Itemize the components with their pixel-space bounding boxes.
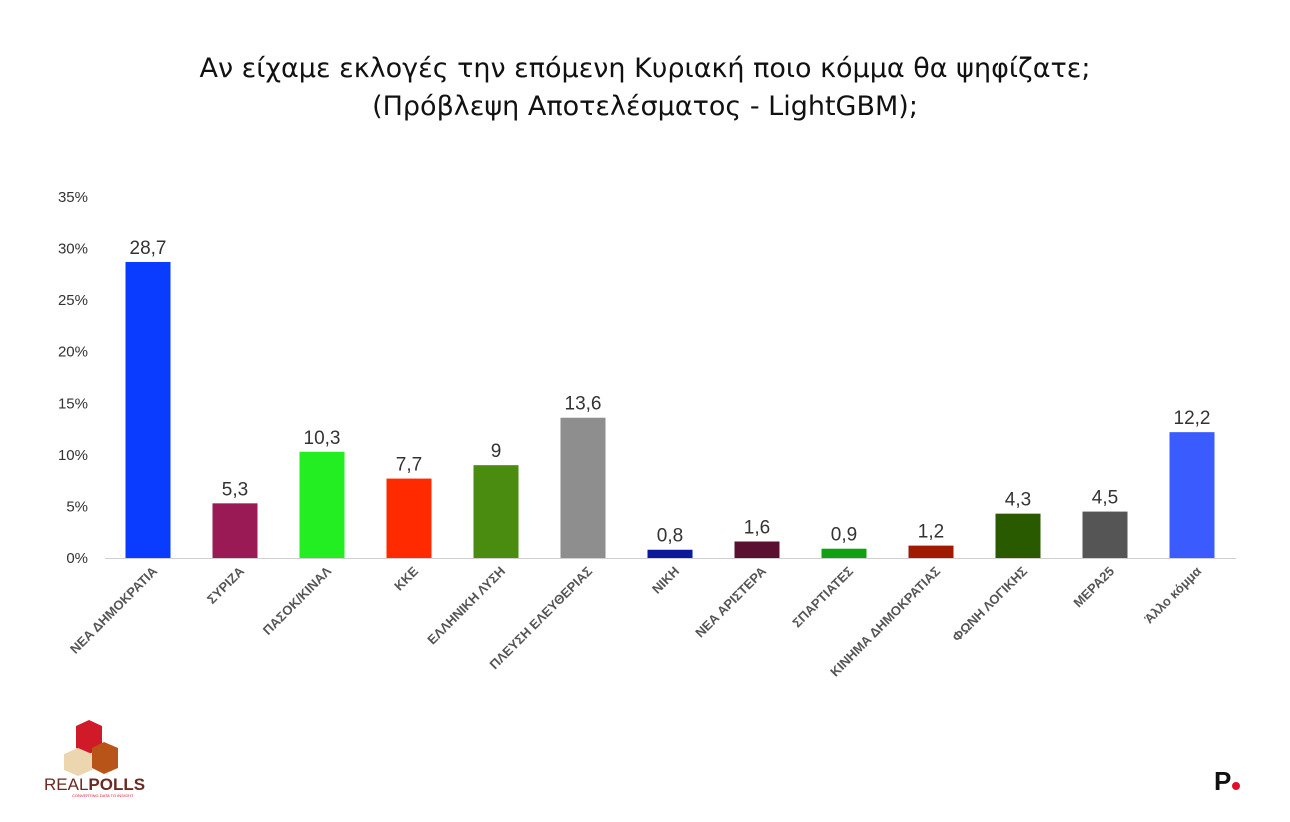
bar — [125, 261, 171, 558]
bar — [647, 549, 693, 558]
data-label: 4,3 — [1005, 490, 1031, 511]
x-tick-label: ΚΚΕ — [391, 563, 421, 593]
x-tick-label: ΣΠΑΡΤΙΑΤΕΣ — [789, 563, 856, 630]
title-line: Αν είχαμε εκλογές την επόμενη Κυριακή πο… — [199, 53, 1091, 84]
data-label: 9 — [491, 441, 502, 462]
data-label: 5,3 — [222, 479, 248, 500]
bar — [995, 513, 1041, 558]
y-tick-label: 15% — [58, 395, 88, 412]
x-tick-label: ΕΛΛΗΝΙΚΗ ΛΥΣΗ — [424, 564, 508, 648]
bar — [1082, 511, 1128, 558]
y-tick-label: 25% — [58, 292, 88, 309]
x-tick-label: ΝΕΑ ΑΡΙΣΤΕΡΑ — [692, 563, 769, 640]
logo-text: REALPOLLS — [44, 775, 145, 794]
y-tick-label: 35% — [58, 189, 88, 206]
x-tick-label: ΦΩΝΗ ΛΟΓΙΚΗΣ — [949, 563, 1030, 644]
data-label: 10,3 — [304, 428, 341, 449]
y-tick-label: 20% — [58, 344, 88, 361]
data-label: 28,7 — [130, 238, 167, 259]
x-tick-label: ΝΙΚΗ — [649, 564, 682, 597]
y-tick-label: 10% — [58, 447, 88, 464]
bar — [212, 503, 258, 558]
x-tick-label: ΣΥΡΙΖΑ — [204, 563, 248, 607]
data-label: 13,6 — [565, 394, 602, 415]
p-logo: P — [1214, 766, 1241, 797]
x-tick-label: ΠΑΣΟΚ/ΚΙΝΑΛ — [260, 563, 335, 638]
bar — [1169, 432, 1215, 558]
subtitle-line: (Πρόβλεψη Αποτελέσματος - LightGBM); — [372, 91, 918, 122]
x-tick-label: ΠΛΕΥΣΗ ΕΛΕΥΘΕΡΙΑΣ — [486, 563, 595, 672]
data-label: 1,2 — [918, 522, 944, 543]
bar — [560, 417, 606, 558]
logo-tagline: CONVERTING DATA TO INSIGHT — [72, 793, 134, 798]
data-label: 7,7 — [396, 455, 422, 476]
x-tick-label: Άλλο κόμμα — [1141, 564, 1204, 627]
y-tick-label: 5% — [66, 498, 88, 515]
bar — [473, 465, 519, 558]
realpolls-logo: REALPOLLS CONVERTING DATA TO INSIGHT — [44, 720, 145, 798]
data-label: 0,9 — [831, 525, 857, 546]
data-label: 1,6 — [744, 517, 770, 538]
data-label: 12,2 — [1174, 408, 1211, 429]
x-tick-label: ΜΕΡΑ25 — [1070, 564, 1117, 611]
y-tick-label: 0% — [66, 550, 88, 567]
bar — [299, 451, 345, 558]
data-label: 4,5 — [1092, 488, 1118, 509]
bar — [821, 548, 867, 558]
x-tick-label: ΝΕΑ ΔΗΜΟΚΡΑΤΙΑ — [67, 563, 160, 656]
bar — [734, 541, 780, 558]
bar — [386, 478, 432, 558]
y-tick-label: 30% — [58, 241, 88, 258]
bar — [908, 545, 954, 558]
chart-title: Αν είχαμε εκλογές την επόμενη Κυριακή πο… — [0, 50, 1290, 126]
data-label: 0,8 — [657, 526, 683, 547]
